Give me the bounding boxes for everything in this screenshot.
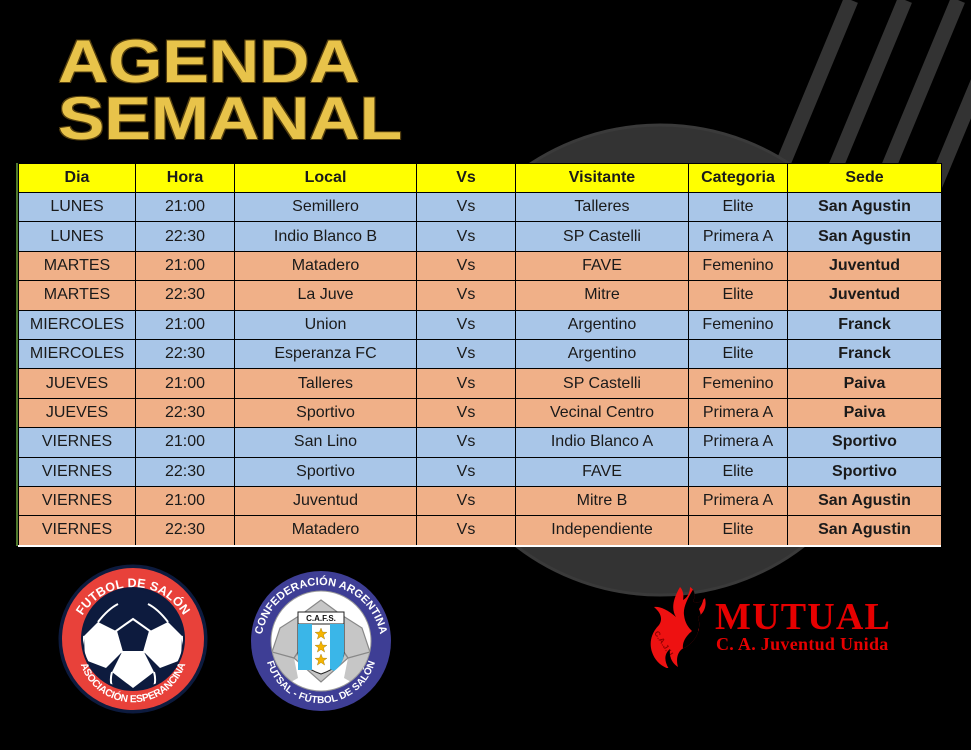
svg-text:C.A.F.S.: C.A.F.S. (306, 614, 336, 623)
